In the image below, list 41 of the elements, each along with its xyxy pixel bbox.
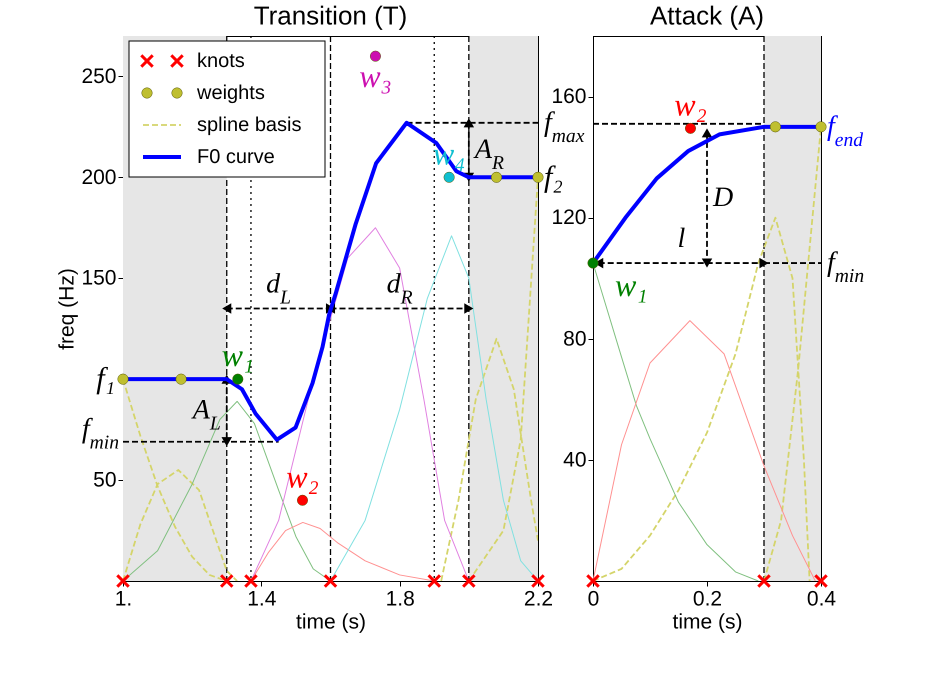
series-label: w₁ xyxy=(222,337,254,374)
legend-label: F0 curve xyxy=(197,146,275,168)
annotation: f₂ xyxy=(544,160,563,194)
x-tick-label: 1. xyxy=(114,588,132,610)
y-tick-label: 160 xyxy=(551,85,586,108)
series-label: w₂ xyxy=(674,86,707,122)
series-label: f$_{min}$ xyxy=(82,414,119,454)
series-label: w₁ xyxy=(615,267,648,304)
series-label: d$_{L}$ xyxy=(266,268,292,308)
y-tick-label: 80 xyxy=(563,327,586,350)
annotation: f₁ xyxy=(96,362,115,396)
y-tick-label: 50 xyxy=(93,468,116,492)
x-tick-label: 1.4 xyxy=(247,588,277,610)
series-label: f$_{end}$ xyxy=(827,110,864,150)
legend-label: knots xyxy=(197,50,245,72)
y-tick-label: 200 xyxy=(81,166,116,189)
x-tick-label: 0 xyxy=(588,588,600,610)
chart-title: Transition (T) xyxy=(254,0,408,30)
series-label: A$_{L}$ xyxy=(190,394,221,434)
legend-label: weights xyxy=(196,82,265,104)
series-label: f$_{max}$ xyxy=(544,106,585,146)
series-label: w₂ xyxy=(286,458,319,494)
legend-label: spline basis xyxy=(197,114,302,136)
x-tick-label: 0.4 xyxy=(806,588,836,610)
y-tick-label: 120 xyxy=(551,206,586,230)
x-axis-title: time (s) xyxy=(296,610,366,634)
series-label: w₃ xyxy=(359,58,392,94)
series-label: f$_{min}$ xyxy=(827,247,864,287)
x-tick-label: 2.2 xyxy=(524,588,554,610)
y-axis-title: freq (Hz) xyxy=(55,268,78,350)
series-label: A$_{R}$ xyxy=(472,134,504,174)
x-tick-label: 0.2 xyxy=(692,588,722,610)
series-label: D xyxy=(712,182,734,213)
x-axis-title: time (s) xyxy=(672,610,742,634)
y-tick-label: 150 xyxy=(81,266,116,290)
chart-title: Attack (A) xyxy=(650,0,764,30)
y-tick-label: 250 xyxy=(81,64,116,88)
x-tick-label: 1.8 xyxy=(386,588,415,610)
series-label: d$_{R}$ xyxy=(386,268,413,308)
y-tick-label: 40 xyxy=(563,448,586,472)
series-label: l xyxy=(677,223,686,254)
